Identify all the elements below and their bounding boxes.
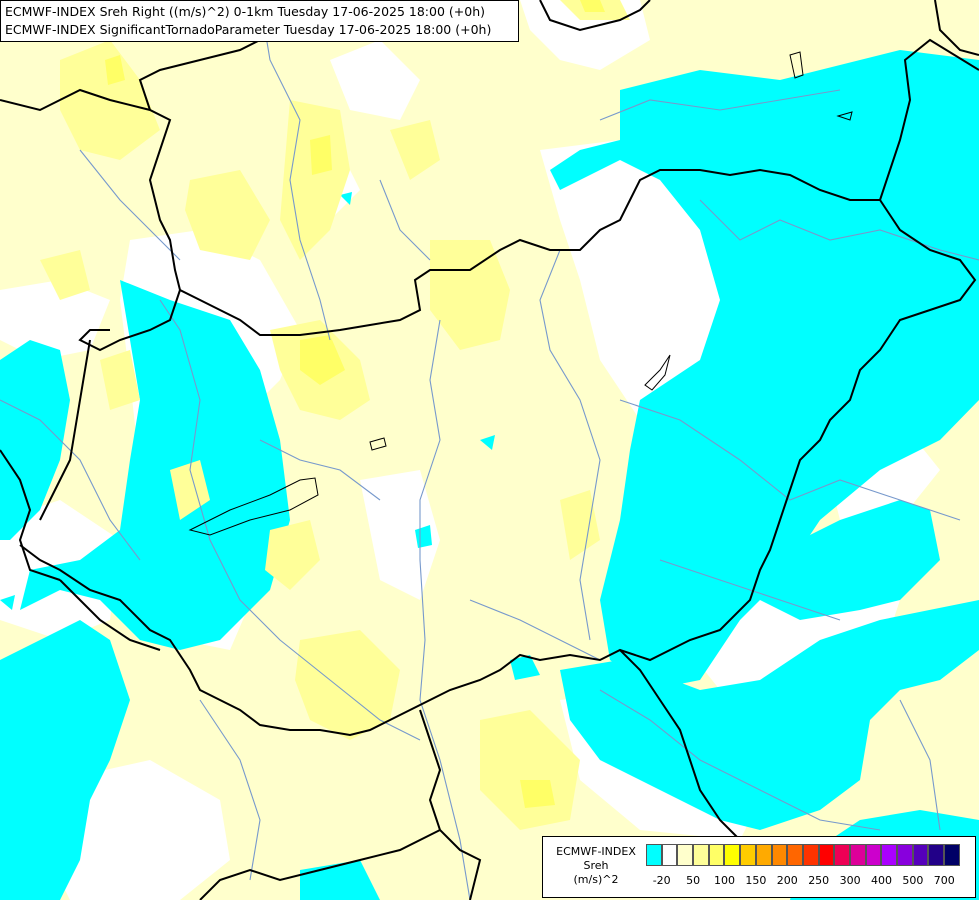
legend-swatch bbox=[818, 844, 835, 866]
deeper-yellow-areas bbox=[105, 0, 605, 808]
legend-swatch bbox=[693, 844, 709, 866]
legend-tick-label: 500 bbox=[902, 874, 924, 887]
legend-tick-label: 250 bbox=[808, 874, 830, 887]
legend-tick-label: -20 bbox=[652, 874, 671, 887]
legend-swatch bbox=[802, 844, 819, 866]
legend-tick-label: 300 bbox=[839, 874, 861, 887]
title-line-2: ECMWF-INDEX SignificantTornadoParameter … bbox=[5, 22, 492, 37]
cyan-areas bbox=[0, 50, 979, 900]
legend-label: ECMWF-INDEX Sreh (m/s)^2 bbox=[547, 845, 645, 887]
legend-tick-label: 700 bbox=[933, 874, 955, 887]
legend-swatch bbox=[849, 844, 866, 866]
legend-swatch bbox=[928, 844, 945, 866]
legend-swatch bbox=[897, 844, 913, 866]
legend-swatch bbox=[912, 844, 929, 866]
legend-tick-label: 50 bbox=[686, 874, 701, 887]
legend-swatch bbox=[834, 844, 850, 866]
legend-swatch bbox=[708, 844, 725, 866]
lakes bbox=[188, 51, 853, 536]
legend-label-line-2: Sreh bbox=[583, 859, 609, 872]
legend-ticks: -20 50 100 150 200 250 300 400 500 700 bbox=[646, 874, 966, 890]
title-line-1: ECMWF-INDEX Sreh Right ((m/s)^2) 0-1km T… bbox=[5, 4, 485, 19]
legend-tick-label: 200 bbox=[776, 874, 798, 887]
legend-swatch bbox=[740, 844, 756, 866]
legend-swatch bbox=[865, 844, 882, 866]
legend-swatch bbox=[881, 844, 897, 866]
color-legend: ECMWF-INDEX Sreh (m/s)^2 -20 50 100 150 200 2… bbox=[542, 836, 976, 898]
legend-tick-label: 150 bbox=[745, 874, 767, 887]
legend-swatch bbox=[724, 844, 741, 866]
legend-swatches bbox=[646, 844, 960, 866]
legend-swatch bbox=[755, 844, 772, 866]
legend-tick-label: 100 bbox=[714, 874, 735, 887]
legend-label-line-3: (m/s)^2 bbox=[573, 873, 619, 886]
map-title-box: ECMWF-INDEX Sreh Right ((m/s)^2) 0-1km T… bbox=[0, 0, 519, 42]
legend-swatch bbox=[677, 844, 694, 866]
legend-swatch bbox=[787, 844, 803, 866]
legend-swatch bbox=[646, 844, 662, 866]
legend-swatch bbox=[771, 844, 788, 866]
legend-tick-label: 400 bbox=[871, 874, 892, 887]
legend-swatch bbox=[944, 844, 960, 866]
legend-label-line-1: ECMWF-INDEX bbox=[556, 845, 636, 858]
legend-swatch bbox=[661, 844, 678, 866]
